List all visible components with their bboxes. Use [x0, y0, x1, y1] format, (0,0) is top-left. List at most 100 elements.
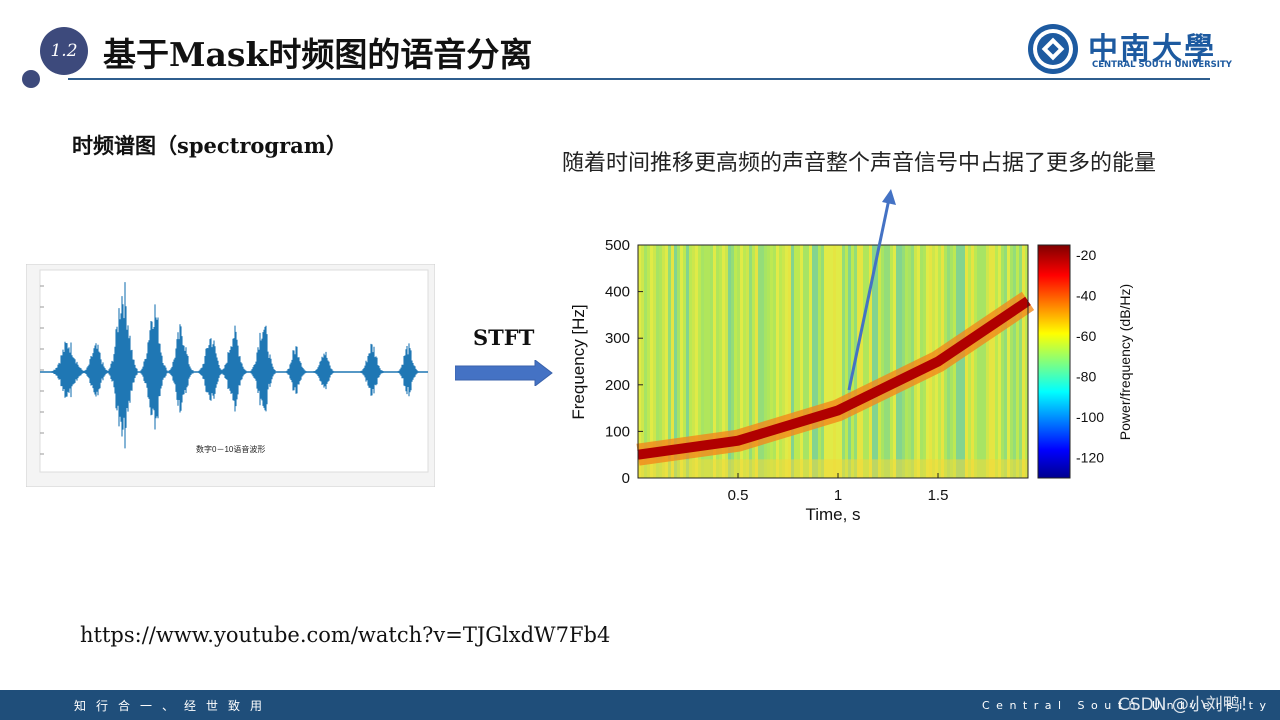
colorbar [1037, 244, 1071, 479]
spectrogram-column [782, 245, 785, 478]
spectrogram-column [668, 245, 671, 478]
y-tick-label: 200 [605, 377, 630, 394]
waveform-burst [51, 341, 85, 398]
spectrogram-column [728, 245, 731, 478]
footer-university: Central South University [982, 699, 1273, 712]
spectrogram-column [848, 245, 851, 478]
spectrogram-column [662, 245, 665, 478]
spectrogram-column [737, 245, 740, 478]
spectrogram-column [962, 245, 965, 478]
y-tick-label: 400 [605, 284, 630, 301]
spectrogram-column [740, 245, 743, 478]
spectrogram-column [770, 245, 773, 478]
spectrogram-column [659, 245, 662, 478]
spectrogram-column [860, 245, 863, 478]
waveform-burst [108, 282, 138, 449]
colorbar-ticks: -20 -40 -60 -80 -100 -120 [1076, 247, 1104, 466]
colorbar-tick-label: -120 [1076, 450, 1104, 466]
y-tick-label: 100 [605, 423, 630, 440]
spectrogram-column [911, 245, 914, 478]
spectrogram-column [845, 245, 848, 478]
spectrogram-column [1001, 245, 1004, 478]
spectrogram-column [992, 245, 995, 478]
spectrogram-column [827, 245, 830, 478]
footer-bar [0, 690, 1280, 720]
spectrogram-column [797, 245, 800, 478]
spectrogram-column [836, 245, 839, 478]
spectrogram-column [788, 245, 791, 478]
spectrogram-column [761, 245, 764, 478]
spectrogram-column [881, 245, 884, 478]
spectrogram-column [872, 245, 875, 478]
spectrogram-column [980, 245, 983, 478]
spectrogram-column [779, 245, 782, 478]
annotation-text: 随着时间推移更高频的声音整个声音信号中占据了更多的能量 [562, 151, 1157, 176]
spectrogram-column [824, 245, 827, 478]
spectrogram-column [752, 245, 755, 478]
spectrogram-column [707, 245, 710, 478]
spectrogram-column [857, 245, 860, 478]
spectrogram-column [995, 245, 998, 478]
spectrogram-column [791, 245, 794, 478]
badge-dot [22, 70, 40, 88]
spectrogram-column [998, 245, 1001, 478]
waveform-series [51, 282, 419, 449]
waveform-y-ticks [40, 285, 44, 455]
spectrogram-column [1016, 245, 1019, 478]
waveform-burst [140, 304, 168, 430]
spectrogram-column [899, 245, 902, 478]
y-tick-label: 300 [605, 330, 630, 347]
spectrogram-column [773, 245, 776, 478]
spectrogram-column [806, 245, 809, 478]
spectrogram-column [1022, 245, 1025, 478]
spectrogram-column [908, 245, 911, 478]
spectrogram-column [875, 245, 878, 478]
annotation-arrow-icon [847, 189, 896, 391]
spectrogram-column [695, 245, 698, 478]
spectrogram-column [884, 245, 887, 478]
spectrogram-column [902, 245, 905, 478]
spectrogram-column [887, 245, 890, 478]
spectrogram-column [713, 245, 716, 478]
spectrogram-column [785, 245, 788, 478]
colorbar-tick-label: -60 [1076, 328, 1096, 344]
colorbar-tick-label: -80 [1076, 369, 1096, 385]
spectrogram-column [671, 245, 674, 478]
spectrogram-column [710, 245, 713, 478]
low-frequency-band [638, 459, 1028, 478]
university-logo [1028, 24, 1078, 74]
x-axis-ticks: 0.5 1 1.5 [728, 473, 949, 504]
waveform-burst [221, 325, 247, 412]
spectrogram-column [764, 245, 767, 478]
waveform-burst [250, 325, 276, 412]
spectrogram-column [656, 245, 659, 478]
spectrogram-column [767, 245, 770, 478]
spectrogram-column [722, 245, 725, 478]
spectrogram-column [842, 245, 845, 478]
spectrogram-column [809, 245, 812, 478]
spectrogram-column [983, 245, 986, 478]
spectrogram-column [959, 245, 962, 478]
waveform-burst [198, 338, 224, 401]
spectrogram-column [851, 245, 854, 478]
x-tick-label: 1.5 [928, 487, 949, 504]
waveform-burst [360, 343, 384, 396]
spectrogram-column [674, 245, 677, 478]
spectrogram-column [665, 245, 668, 478]
colorbar-tick-label: -40 [1076, 288, 1096, 304]
y-tick-label: 500 [605, 237, 630, 254]
colorbar-tick-label: -20 [1076, 247, 1096, 263]
spectrogram-column [725, 245, 728, 478]
spectrogram-column [794, 245, 797, 478]
spectrogram-column [815, 245, 818, 478]
waveform-burst [168, 324, 194, 413]
spectrogram-column [701, 245, 704, 478]
spectrogram-column [866, 245, 869, 478]
waveform-caption: 数字0－10语音波形 [196, 444, 265, 454]
spectrogram-column [803, 245, 806, 478]
waveform-burst [397, 343, 419, 397]
x-tick-label: 1 [834, 487, 842, 504]
video-link[interactable]: https://www.youtube.com/watch?v=TJGlxdW7… [80, 623, 611, 647]
waveform-figure: 数字0－10语音波形 [26, 264, 435, 487]
